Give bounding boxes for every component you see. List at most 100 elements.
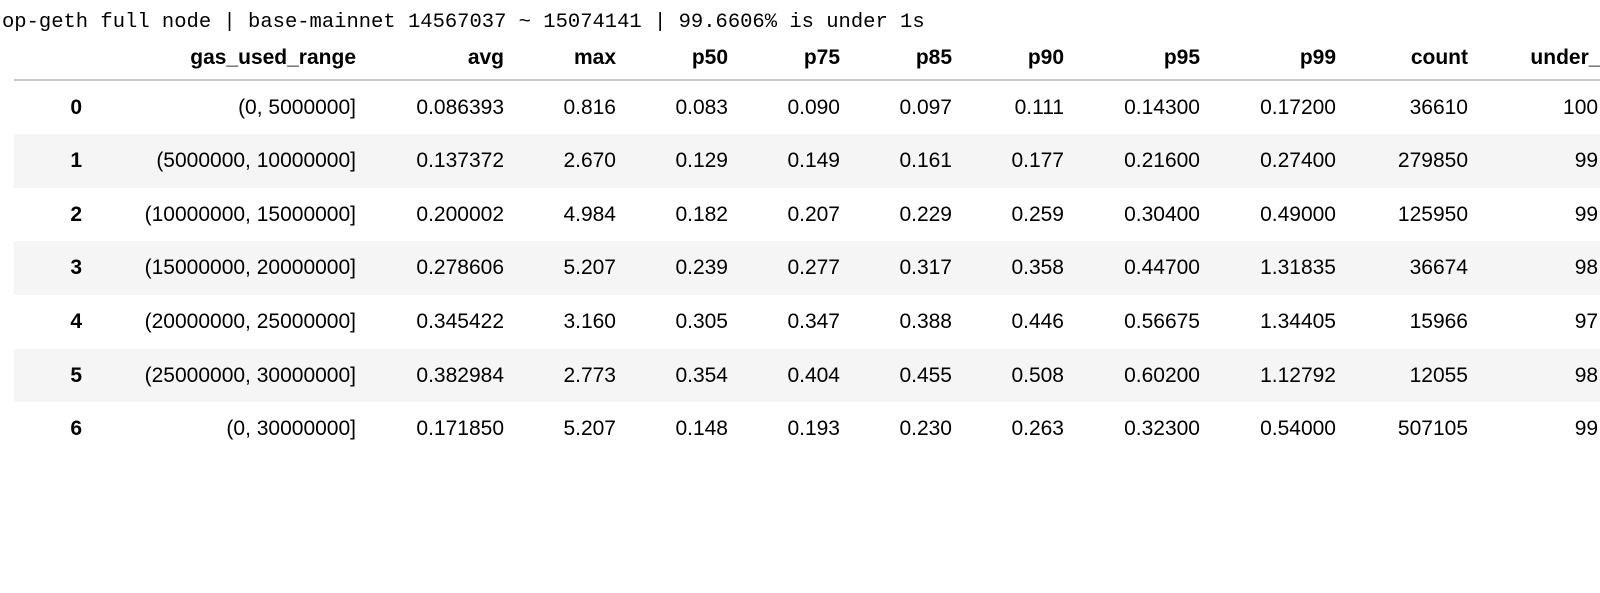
cell-max: 0.816 — [514, 79, 626, 135]
cell-p90: 0.508 — [962, 348, 1074, 403]
cell-gas-used-range: (0, 30000000] — [92, 402, 366, 456]
cell-p95: 0.60200 — [1074, 348, 1210, 403]
column-header-index — [14, 45, 92, 81]
table-row: 1 (5000000, 10000000] 0.137372 2.670 0.1… — [14, 134, 1600, 188]
cell-gas-used-range: (10000000, 15000000] — [92, 187, 366, 242]
cell-under-1s-rate: 99.660623 — [1478, 402, 1600, 456]
cell-count: 279850 — [1346, 134, 1478, 188]
cell-p99: 1.12792 — [1210, 348, 1346, 403]
cell-p50: 0.148 — [626, 402, 738, 456]
cell-gas-used-range: (25000000, 30000000] — [92, 348, 366, 403]
cell-p50: 0.354 — [626, 348, 738, 403]
cell-avg: 0.345422 — [366, 294, 514, 349]
cell-max: 5.207 — [514, 241, 626, 295]
cell-p99: 0.49000 — [1210, 187, 1346, 242]
row-index: 1 — [14, 134, 92, 188]
column-header-p99: p99 — [1210, 45, 1346, 81]
cell-p99: 1.34405 — [1210, 294, 1346, 349]
cell-count: 12055 — [1346, 348, 1478, 403]
cell-p90: 0.111 — [962, 79, 1074, 135]
cell-p75: 0.347 — [738, 294, 850, 349]
row-index: 6 — [14, 402, 92, 456]
cell-p90: 0.177 — [962, 134, 1074, 188]
cell-p90: 0.446 — [962, 294, 1074, 349]
column-header-max: max — [514, 45, 626, 81]
cell-p75: 0.404 — [738, 348, 850, 403]
cell-p85: 0.230 — [850, 402, 962, 456]
cell-under-1s-rate: 97.544783 — [1478, 294, 1600, 349]
row-index: 3 — [14, 241, 92, 295]
cell-p75: 0.193 — [738, 402, 850, 456]
row-index: 2 — [14, 187, 92, 242]
cell-max: 3.160 — [514, 294, 626, 349]
cell-p50: 0.305 — [626, 294, 738, 349]
column-header-gas-used-range: gas_used_range — [92, 45, 366, 81]
cell-p95: 0.21600 — [1074, 134, 1210, 188]
table-header: gas_used_range avg max p50 p75 p85 p90 p… — [14, 45, 1600, 81]
cell-p95: 0.32300 — [1074, 402, 1210, 456]
table-body: 0 (0, 5000000] 0.086393 0.816 0.083 0.09… — [14, 79, 1600, 456]
cell-avg: 0.278606 — [366, 241, 514, 295]
cell-under-1s-rate: 98.233098 — [1478, 348, 1600, 403]
column-header-p75: p75 — [738, 45, 850, 81]
cell-under-1s-rate: 98.301249 — [1478, 241, 1600, 295]
cell-gas-used-range: (20000000, 25000000] — [92, 294, 366, 349]
row-index: 4 — [14, 294, 92, 349]
cell-gas-used-range: (15000000, 20000000] — [92, 241, 366, 295]
cell-gas-used-range: (0, 5000000] — [92, 79, 366, 135]
cell-p85: 0.388 — [850, 294, 962, 349]
cell-gas-used-range: (5000000, 10000000] — [92, 134, 366, 188]
cell-p99: 0.17200 — [1210, 79, 1346, 135]
column-header-under-1s-rate: under_1s_rate — [1478, 45, 1600, 81]
column-header-p95: p95 — [1074, 45, 1210, 81]
cell-p95: 0.44700 — [1074, 241, 1210, 295]
cell-max: 5.207 — [514, 402, 626, 456]
cell-p85: 0.161 — [850, 134, 962, 188]
cell-p75: 0.149 — [738, 134, 850, 188]
table-row: 4 (20000000, 25000000] 0.345422 3.160 0.… — [14, 294, 1600, 349]
cell-avg: 0.171850 — [366, 402, 514, 456]
cell-avg: 0.200002 — [366, 187, 514, 242]
cell-count: 36610 — [1346, 79, 1478, 135]
row-index: 5 — [14, 348, 92, 403]
cell-p90: 0.259 — [962, 187, 1074, 242]
cell-count: 507105 — [1346, 402, 1478, 456]
cell-count: 15966 — [1346, 294, 1478, 349]
cell-max: 2.773 — [514, 348, 626, 403]
row-index: 0 — [14, 79, 92, 135]
cell-count: 36674 — [1346, 241, 1478, 295]
cell-avg: 0.086393 — [366, 79, 514, 135]
cell-p90: 0.263 — [962, 402, 1074, 456]
cell-p85: 0.097 — [850, 79, 962, 135]
column-header-p50: p50 — [626, 45, 738, 81]
cell-avg: 0.382984 — [366, 348, 514, 403]
cell-p75: 0.277 — [738, 241, 850, 295]
cell-p50: 0.239 — [626, 241, 738, 295]
cell-p85: 0.455 — [850, 348, 962, 403]
table-row: 5 (25000000, 30000000] 0.382984 2.773 0.… — [14, 348, 1600, 403]
latency-summary-table: gas_used_range avg max p50 p75 p85 p90 p… — [14, 45, 1600, 456]
cell-p99: 0.54000 — [1210, 402, 1346, 456]
cell-count: 125950 — [1346, 187, 1478, 242]
cell-p95: 0.30400 — [1074, 187, 1210, 242]
column-header-count: count — [1346, 45, 1478, 81]
cell-p50: 0.083 — [626, 79, 738, 135]
cell-p99: 1.31835 — [1210, 241, 1346, 295]
cell-p75: 0.207 — [738, 187, 850, 242]
table-caption: op-geth full node | base-mainnet 1456703… — [2, 11, 925, 34]
cell-p50: 0.182 — [626, 187, 738, 242]
column-header-p90: p90 — [962, 45, 1074, 81]
cell-under-1s-rate: 99.667328 — [1478, 187, 1600, 242]
cell-p90: 0.358 — [962, 241, 1074, 295]
table-row: 0 (0, 5000000] 0.086393 0.816 0.083 0.09… — [14, 79, 1600, 135]
cell-p99: 0.27400 — [1210, 134, 1346, 188]
cell-p50: 0.129 — [626, 134, 738, 188]
cell-avg: 0.137372 — [366, 134, 514, 188]
cell-under-1s-rate: 100.000000 — [1478, 79, 1600, 135]
column-header-p85: p85 — [850, 45, 962, 81]
cell-p95: 0.56675 — [1074, 294, 1210, 349]
cell-max: 4.984 — [514, 187, 626, 242]
table-header-row: gas_used_range avg max p50 p75 p85 p90 p… — [14, 45, 1600, 81]
cell-max: 2.670 — [514, 134, 626, 188]
